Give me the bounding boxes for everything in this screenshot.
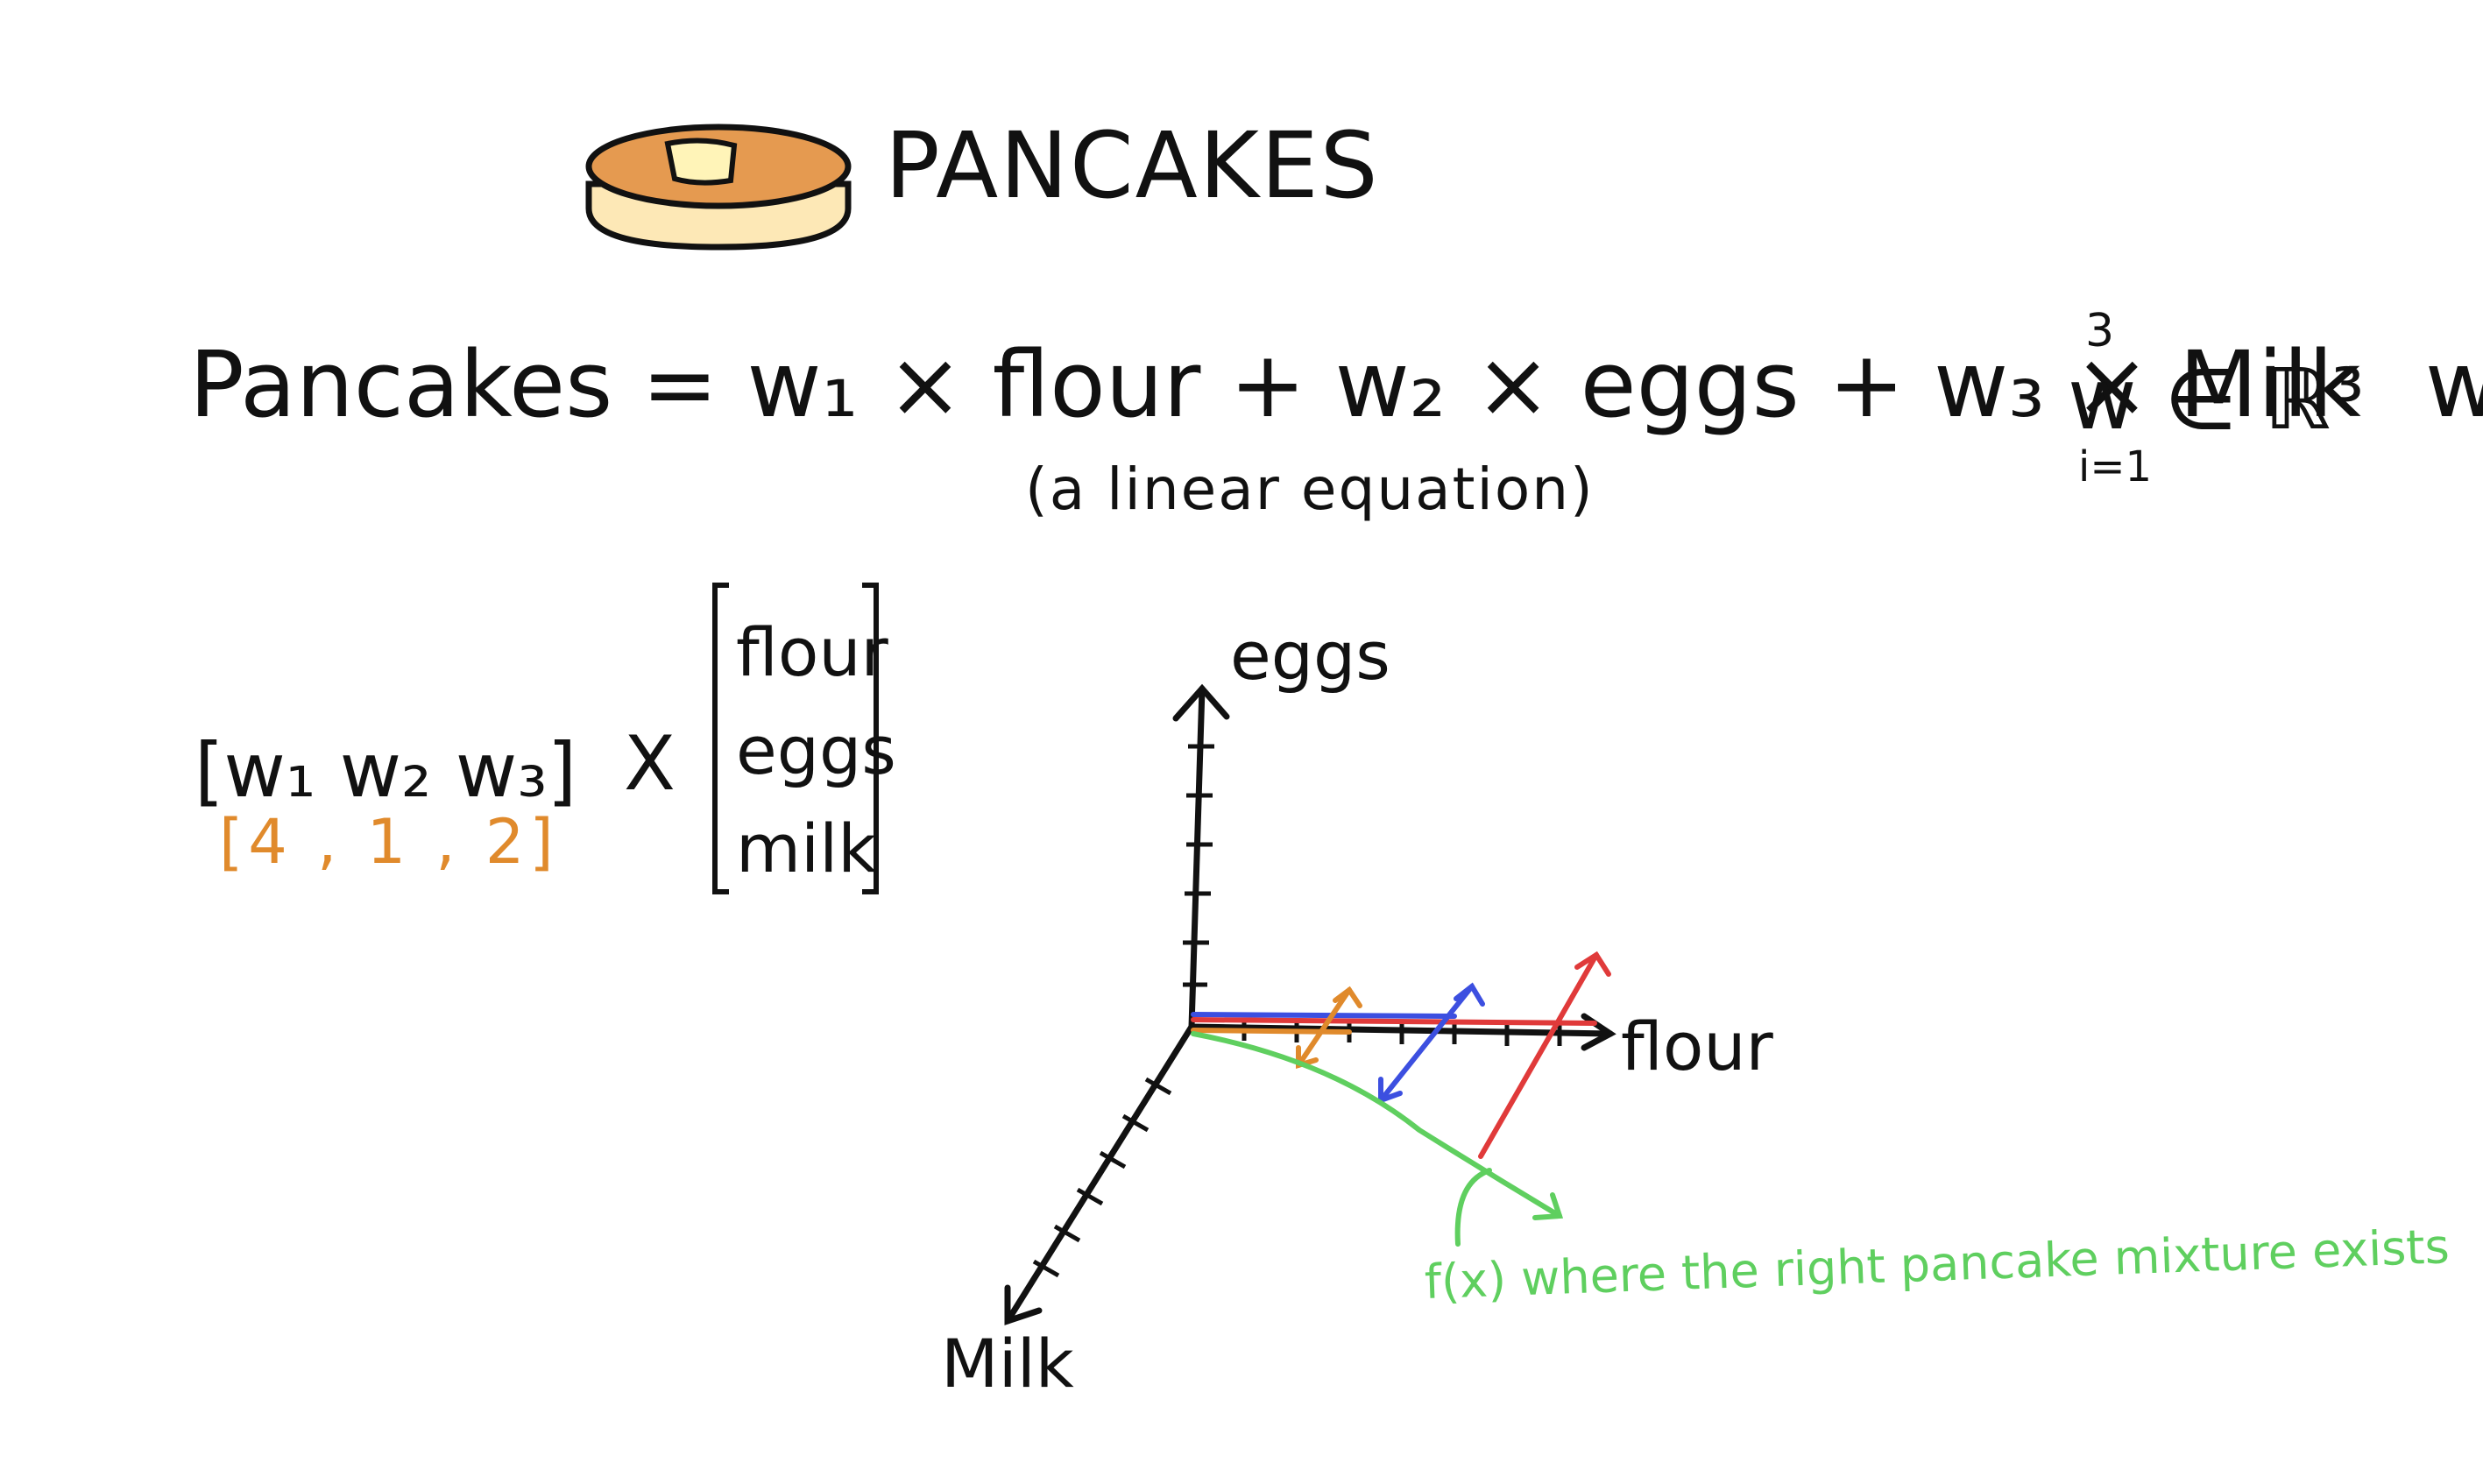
weight-symbol: w — [2068, 350, 2137, 449]
orange-flour-line — [1191, 1028, 1352, 1035]
eggs-axis — [1188, 685, 1206, 1030]
red-vector-arrowhead — [1574, 950, 1611, 977]
orange-vector-arrowhead-up — [1333, 986, 1362, 1008]
blue-vector-arrowhead-up — [1454, 982, 1485, 1007]
weight-row-vector: [w₁ w₂ w₃] — [195, 727, 577, 815]
column-entry-eggs: eggs — [736, 711, 896, 789]
green-line-arrowhead — [1532, 1192, 1564, 1220]
red-vector — [1478, 952, 1599, 1159]
orange-vector — [1296, 987, 1352, 1068]
real-space-membership: ∈ ℝ³ — [2164, 350, 2365, 449]
multiply-sign: X — [624, 720, 676, 808]
milk-axis-arrowhead — [1004, 1284, 1043, 1325]
blue-flour-line — [1191, 1012, 1457, 1019]
eggs-axis-label: eggs — [1230, 617, 1390, 695]
axes-group — [1004, 683, 1616, 1325]
column-entry-flour: flour — [736, 613, 888, 691]
pancake-icon — [585, 124, 852, 251]
weight-values: [4 , 1 , 2] — [219, 806, 559, 878]
weight-vectors — [1191, 950, 1611, 1247]
pancake-equation: Pancakes = w₁ × flour + w₂ × eggs + w₃ ×… — [189, 331, 2483, 438]
milk-axis — [1004, 1023, 1195, 1325]
column-vector-brackets — [712, 583, 879, 894]
page-title: PANCAKES — [885, 112, 1380, 219]
weight-superscript: 3 — [2085, 305, 2115, 357]
equation-where: where — [2424, 331, 2483, 438]
axis-ticks — [1032, 744, 1562, 1278]
blue-vector — [1378, 984, 1475, 1103]
green-solution-line — [1191, 1031, 1562, 1219]
flour-axis-label: flour — [1621, 1007, 1773, 1085]
equation-note: (a linear equation) — [1025, 456, 1595, 523]
milk-axis-label: Milk — [941, 1325, 1074, 1403]
red-flour-line — [1191, 1017, 1597, 1026]
eggs-axis-arrowhead — [1172, 683, 1230, 722]
equation-rhs: = w₁ × flour + w₂ × eggs + w₃ × Milk — [641, 331, 2361, 438]
column-entry-milk: milk — [736, 809, 877, 887]
green-pointer — [1454, 1168, 1492, 1247]
weight-subscript: i=1 — [2078, 442, 2153, 491]
butter-icon — [664, 138, 738, 186]
equation-lhs: Pancakes — [189, 331, 613, 438]
